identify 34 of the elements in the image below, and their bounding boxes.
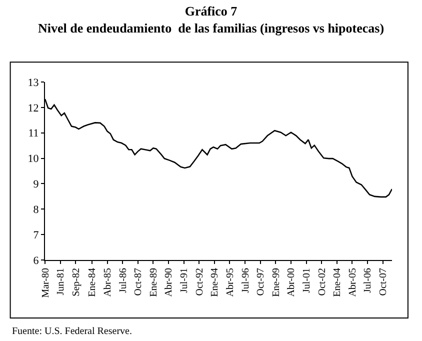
x-tick-label: Jul-96 [240,268,252,293]
x-tick-label: Abr-85 [102,268,114,297]
y-tick-label: 7 [33,229,40,242]
y-tick-label: 8 [33,204,40,216]
y-tick-label: 11 [28,128,39,140]
x-tick-label: Abr-00 [286,268,298,297]
x-tick-label: Jul-91 [179,268,190,293]
x-tick-label: Ene-89 [148,268,160,297]
x-tick-label: Oct-87 [133,268,144,296]
x-tick-label: Oct-92 [194,268,206,296]
x-tick-label: Abr-95 [224,268,236,297]
x-tick-label: Ene-99 [270,268,282,297]
x-tick-label: Ene-94 [210,268,221,297]
y-tick-label: 10 [28,153,40,166]
x-tick-label: Jul-06 [362,268,374,293]
x-tick-label: Oct-97 [256,268,267,296]
x-tick-label: Oct-07 [378,268,390,296]
source-note: Fuente: U.S. Federal Reserve. [12,326,132,337]
x-tick-label: Sep-82 [70,268,82,296]
y-tick-label: 9 [33,178,40,191]
x-tick-label: Jun-81 [56,268,67,296]
x-tick-label: Jul-86 [118,268,129,293]
x-tick-label: Oct-02 [316,268,328,296]
x-tick-label: Mar-80 [40,268,52,298]
y-tick-label: 6 [33,254,40,267]
x-tick-label: Ene-84 [87,268,98,297]
chart-title: Gráfico 7 [184,4,238,19]
x-tick-label: Abr-05 [347,268,358,297]
y-tick-label: 12 [28,102,39,114]
x-tick-label: Ene-04 [332,268,344,297]
x-tick-label: Abr-90 [164,268,175,297]
x-tick-label: Jul-01 [302,268,313,293]
y-tick-label: 13 [28,76,40,89]
chart-subtitle: Nivel de endeudamiento de las familias (ingresos vs hipotecas) [38,20,384,36]
